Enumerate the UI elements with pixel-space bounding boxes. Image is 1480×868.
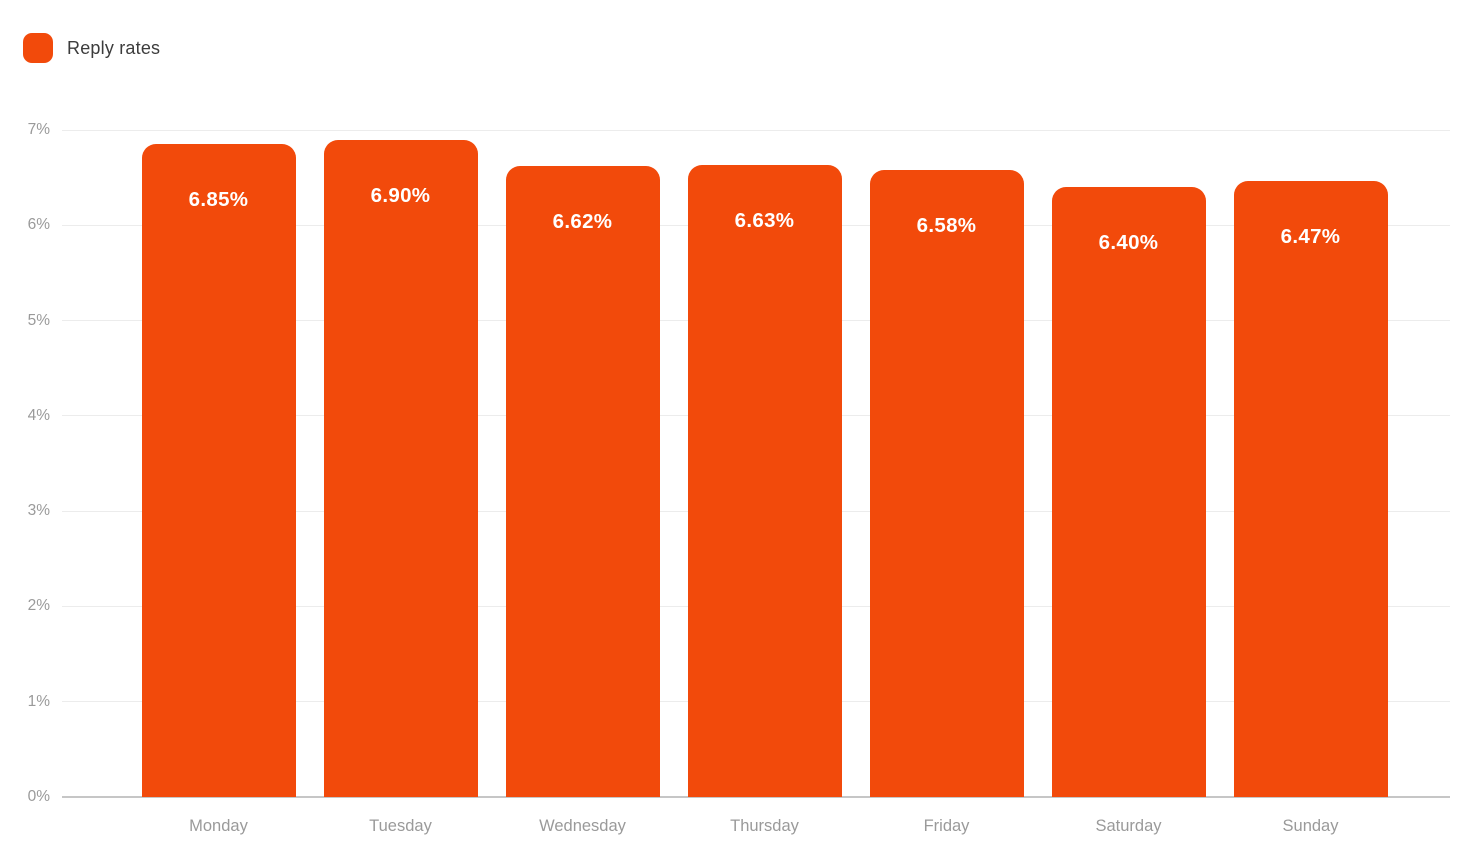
bar-value-label-sunday: 6.47% <box>1280 224 1341 248</box>
legend-item-reply-rates[interactable]: Reply rates <box>23 33 160 63</box>
bar-saturday[interactable]: 6.40% <box>1051 187 1206 797</box>
bar-sunday[interactable]: 6.47% <box>1233 180 1388 797</box>
bar-value-label-saturday: 6.40% <box>1098 231 1159 255</box>
bar-tuesday[interactable]: 6.90% <box>323 139 478 797</box>
y-axis-tick-label: 2% <box>27 597 50 615</box>
y-axis-tick-label: 5% <box>27 311 50 329</box>
x-axis-label-tuesday: Tuesday <box>369 817 432 835</box>
bar-friday[interactable]: 6.58% <box>869 170 1024 797</box>
legend-label: Reply rates <box>67 37 161 58</box>
y-axis-tick-label: 4% <box>27 406 50 424</box>
x-axis-label-wednesday: Wednesday <box>539 817 626 835</box>
y-axis-tick-label: 6% <box>27 216 50 234</box>
bar-value-label-monday: 6.85% <box>188 188 249 212</box>
x-axis-line <box>62 796 1450 798</box>
bar-wednesday[interactable]: 6.62% <box>505 166 660 797</box>
y-axis-tick-label: 3% <box>27 502 50 520</box>
reply-rates-swatch-icon <box>23 33 53 63</box>
x-axis-label-thursday: Thursday <box>730 817 799 835</box>
bar-value-label-friday: 6.58% <box>916 214 977 238</box>
bar-value-label-wednesday: 6.62% <box>552 210 613 234</box>
bar-value-label-tuesday: 6.90% <box>370 183 431 207</box>
bar-monday[interactable]: 6.85% <box>141 144 296 797</box>
x-axis-label-sunday: Sunday <box>1282 817 1339 835</box>
y-axis-tick-label: 0% <box>27 788 50 805</box>
bar-thursday[interactable]: 6.63% <box>687 165 842 797</box>
x-axis-label-friday: Friday <box>923 817 970 835</box>
bar-value-label-thursday: 6.63% <box>734 209 795 233</box>
x-axis-label-saturday: Saturday <box>1095 817 1162 835</box>
y-axis-tick-label: 7% <box>27 121 50 138</box>
x-axis-label-monday: Monday <box>189 817 248 835</box>
gridline <box>62 129 1450 131</box>
y-axis-tick-label: 1% <box>27 692 50 710</box>
